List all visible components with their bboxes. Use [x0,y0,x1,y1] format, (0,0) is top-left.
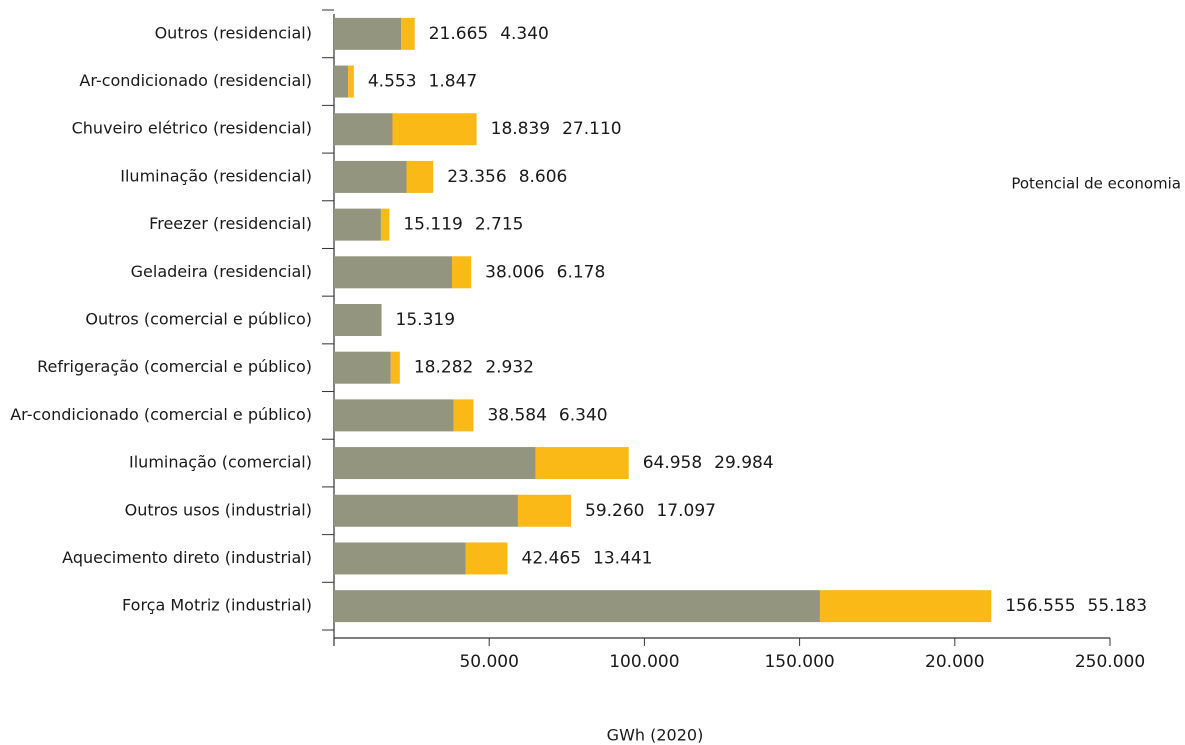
value-label: 4.553 [368,72,417,92]
value-label: 6.340 [559,405,608,425]
value-label: 156.555 [1005,596,1075,616]
value-label: 38.584 [487,405,546,425]
y-tick-label: Aquecimento direto (industrial) [62,548,312,567]
y-tick-label: Chuveiro elétrico (residencial) [72,119,312,138]
x-tick-label: 250.000 [1075,652,1145,672]
value-label: 1.847 [429,72,478,92]
bar-segment [334,160,407,193]
bar-segment [451,256,472,289]
legend-label: Potencial de economia [1011,175,1181,193]
bar-segment [334,494,518,527]
bar-segment [453,399,474,432]
bar-segment [465,542,508,575]
bar-segment [819,590,992,623]
value-label: 13.441 [593,548,652,568]
y-tick-label: Refrigeração (comercial e público) [37,357,312,376]
x-tick-label: 150.000 [764,652,834,672]
bar-segment [535,447,629,480]
value-label: 23.356 [447,167,506,187]
bar-segment [390,351,400,384]
value-label: 15.119 [403,215,462,235]
value-label: 27.110 [562,119,621,139]
y-tick-label: Outros (comercial e público) [85,310,312,329]
x-axis-label: GWh (2020) [607,726,704,745]
bar-segment [392,113,477,146]
y-tick-label: Freezer (residencial) [149,214,312,233]
value-label: 6.178 [557,262,606,282]
value-label: 2.715 [475,215,524,235]
bar-segment [334,304,382,336]
y-tick-label: Força Motriz (industrial) [122,596,312,615]
bar-segment [334,208,381,241]
y-tick-label: Outros usos (industrial) [125,500,312,519]
bar-segment [334,351,391,384]
value-label: 17.097 [656,501,715,521]
bar-segment [380,208,390,241]
y-tick-label: Iluminação (comercial) [129,453,312,472]
bar-segment [406,160,434,193]
bar-segment [334,399,454,432]
y-tick-label: Ar-condicionado (comercial e público) [10,405,312,424]
x-tick-label: 50.000 [459,652,518,672]
bar-segment [517,494,572,527]
value-label: 4.340 [500,24,549,44]
bar-segment [401,17,415,50]
bar-segment [334,256,452,289]
value-label: 21.665 [429,24,488,44]
bar-segment [334,17,402,50]
x-tick-label: 100.000 [609,652,679,672]
bar-segment [334,590,820,623]
value-label: 18.282 [414,358,473,378]
value-label: 8.606 [519,167,568,187]
bar-segment [334,447,536,480]
x-tick-label: 20.000 [925,652,984,672]
bar-segment [334,542,466,575]
y-tick-label: Outros (residencial) [155,23,312,42]
value-label: 59.260 [585,501,644,521]
bar-segment [348,65,354,98]
value-label: 15.319 [396,310,455,330]
bar-segment [334,113,393,146]
value-label: 38.006 [485,262,544,282]
y-tick-label: Geladeira (residencial) [131,262,312,281]
y-tick-label: Ar-condicionado (residencial) [79,71,312,90]
value-label: 29.984 [714,453,773,473]
value-label: 2.932 [485,358,534,378]
y-tick-label: Iluminação (residencial) [120,166,312,185]
value-label: 64.958 [643,453,702,473]
value-label: 55.183 [1088,596,1147,616]
value-label: 42.465 [522,548,581,568]
bar-segment [334,65,349,98]
value-label: 18.839 [491,119,550,139]
